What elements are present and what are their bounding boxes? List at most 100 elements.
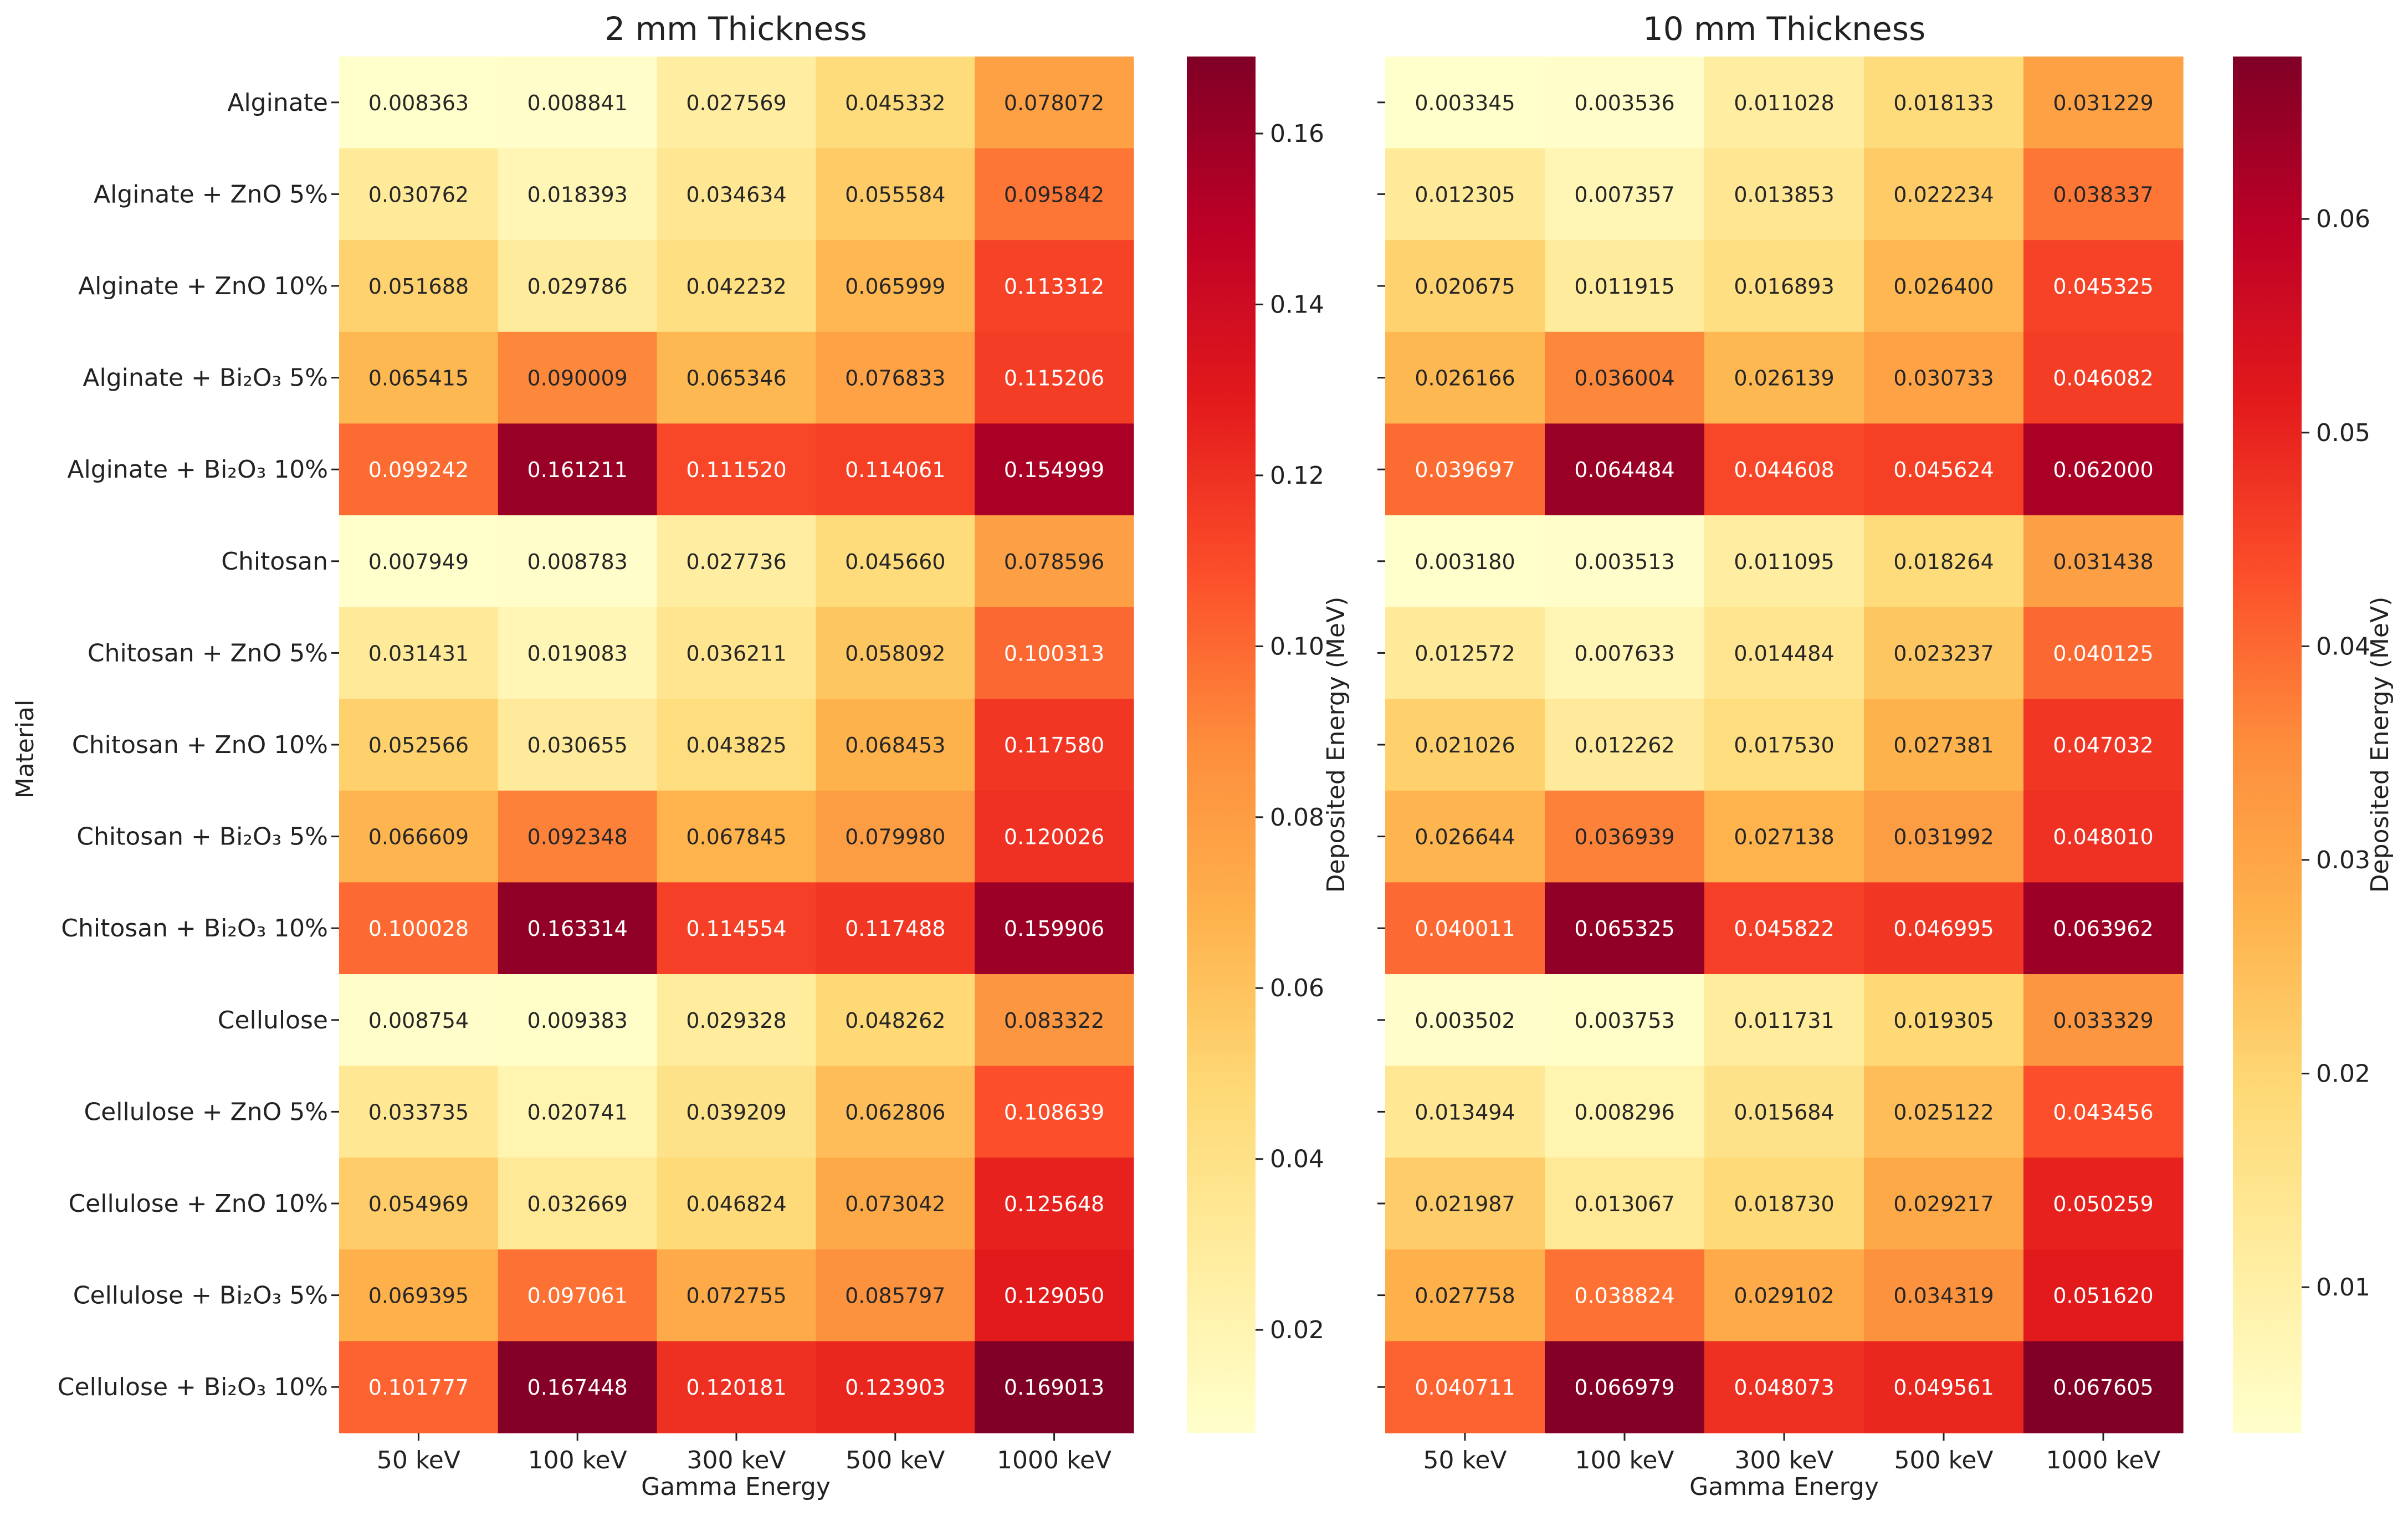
cell-value-label: 0.012305 (1415, 182, 1515, 207)
row-label: Chitosan + ZnO 10% (72, 731, 328, 759)
colorbar-tick-label: 0.06 (1270, 974, 1324, 1002)
cell-value-label: 0.073042 (845, 1192, 945, 1216)
cell-value-label: 0.067605 (2053, 1375, 2153, 1400)
cell-value-label: 0.051620 (2053, 1284, 2153, 1308)
heatmap-cell (498, 331, 658, 424)
cell-value-label: 0.008783 (527, 550, 628, 574)
cell-value-label: 0.029102 (1734, 1284, 1834, 1308)
heatmap-cell (498, 1249, 658, 1341)
cells-10mm: 0.003345 0.003536 0.011028 0.018133 0.031229… (1385, 57, 2184, 1433)
row-label: Cellulose + Bi₂O₃ 5% (73, 1282, 328, 1310)
heatmap-cell (1864, 607, 2024, 699)
cell-value-label: 0.045660 (845, 550, 945, 574)
heatmap-cell (816, 57, 975, 149)
heatmap-cell (657, 515, 816, 608)
cell-value-label: 0.048073 (1734, 1375, 1834, 1400)
cell-value-label: 0.032669 (527, 1192, 628, 1216)
heatmap-cell (1545, 1249, 1705, 1341)
cell-value-label: 0.065415 (368, 366, 469, 391)
heatmap-cell (339, 882, 499, 975)
row-label: Alginate + Bi₂O₃ 5% (83, 364, 328, 392)
cell-value-label: 0.036211 (686, 641, 786, 665)
cell-value-label: 0.062806 (845, 1100, 945, 1124)
cell-value-label: 0.100313 (1004, 641, 1104, 665)
cell-value-label: 0.012262 (1574, 733, 1674, 757)
cell-value-label: 0.011095 (1734, 550, 1834, 574)
heatmap-cell (2023, 423, 2184, 516)
row-label: Chitosan (221, 547, 328, 576)
cell-value-label: 0.033329 (2053, 1008, 2153, 1033)
heatmap-cell (657, 974, 816, 1067)
cell-value-label: 0.063962 (2053, 916, 2153, 941)
cell-value-label: 0.030762 (368, 182, 469, 207)
cell-value-label: 0.026400 (1893, 274, 1994, 299)
heatmap-cell (1864, 1341, 2024, 1433)
heatmap-cell (1704, 607, 1864, 699)
cell-value-label: 0.009383 (527, 1008, 628, 1033)
cell-value-label: 0.069395 (368, 1284, 469, 1308)
cell-value-label: 0.031438 (2053, 550, 2153, 574)
cell-value-label: 0.034634 (686, 182, 786, 207)
cell-value-label: 0.020741 (527, 1100, 628, 1124)
cell-value-label: 0.169013 (1004, 1375, 1104, 1400)
cell-value-label: 0.026139 (1734, 366, 1834, 391)
cell-value-label: 0.018133 (1893, 91, 1994, 115)
heatmap-cell (498, 607, 658, 699)
heatmap-cell (1704, 57, 1864, 149)
heatmap-cell (498, 699, 658, 791)
heatmap-cell (975, 607, 1134, 699)
colorbar-tick-label: 0.10 (1270, 632, 1324, 660)
heatmap-cell (1704, 1066, 1864, 1158)
heatmap-cell (1704, 1249, 1864, 1341)
cell-value-label: 0.018393 (527, 182, 628, 207)
cell-value-label: 0.003513 (1574, 550, 1674, 574)
cell-value-label: 0.047032 (2053, 733, 2153, 757)
colorbar-label-10mm: Deposited Energy (MeV) (2366, 597, 2394, 893)
cell-value-label: 0.045624 (1893, 458, 1994, 482)
row-label: Alginate + ZnO 10% (78, 272, 328, 300)
heatmap-cell (1385, 240, 1545, 332)
heatmap-cell (498, 515, 658, 608)
heatmap-cell (1385, 1158, 1545, 1250)
colorbar-tick-label: 0.08 (1270, 803, 1324, 832)
heatmap-cell (498, 974, 658, 1067)
cell-value-label: 0.027569 (686, 91, 786, 115)
heatmap-cell (498, 882, 658, 975)
x-tick-label: 500 keV (1894, 1446, 1993, 1474)
cell-value-label: 0.018264 (1893, 550, 1994, 574)
cell-value-label: 0.008754 (368, 1008, 469, 1033)
heatmap-cell (1385, 607, 1545, 699)
cell-value-label: 0.039209 (686, 1100, 786, 1124)
x-axis-title-2mm: Gamma Energy (641, 1473, 831, 1501)
cell-value-label: 0.085797 (845, 1284, 945, 1308)
heatmap-cell (657, 699, 816, 791)
colorbar-tick-label: 0.03 (2316, 846, 2370, 874)
heatmap-cell (339, 1249, 499, 1341)
heatmap-cell (975, 148, 1134, 240)
heatmap-cell (1864, 790, 2024, 883)
cell-value-label: 0.036004 (1574, 366, 1674, 391)
heatmap-cell (1704, 699, 1864, 791)
colorbar-tick-label: 0.02 (1270, 1316, 1324, 1344)
cell-value-label: 0.038824 (1574, 1284, 1674, 1308)
cell-value-label: 0.108639 (1004, 1100, 1104, 1124)
cell-value-label: 0.167448 (527, 1375, 628, 1400)
heatmap-cell (1385, 790, 1545, 883)
heatmap-cell (1545, 57, 1705, 149)
heatmap-cell (339, 148, 499, 240)
heatmap-cell (339, 607, 499, 699)
cell-value-label: 0.065325 (1574, 916, 1674, 941)
cell-value-label: 0.125648 (1004, 1192, 1104, 1216)
heatmap-cell (1864, 423, 2024, 516)
cell-value-label: 0.040125 (2053, 641, 2153, 665)
heatmap-cell (975, 423, 1134, 516)
heatmap-cell (498, 423, 658, 516)
cell-value-label: 0.021987 (1415, 1192, 1515, 1216)
colorbar-ticks-10mm: 0.01 0.02 0.03 0.04 0.05 0.06 (2302, 205, 2370, 1302)
heatmap-cell (1864, 1066, 2024, 1158)
x-tick-label: 100 keV (1575, 1446, 1674, 1474)
cell-value-label: 0.022234 (1893, 182, 1994, 207)
heatmap-cell (1385, 1249, 1545, 1341)
cell-value-label: 0.030655 (527, 733, 628, 757)
cell-value-label: 0.045332 (845, 91, 945, 115)
